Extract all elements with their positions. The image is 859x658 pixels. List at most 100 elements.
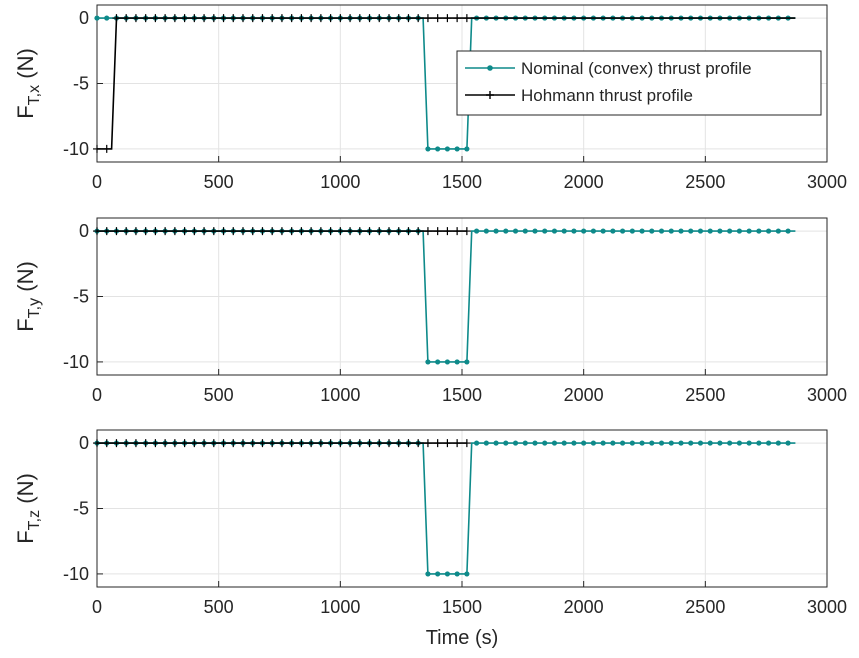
y-axis-label-unit: (N) [13, 473, 38, 510]
hohmann-data-point [131, 227, 140, 236]
y-tick-label: -5 [73, 287, 89, 307]
hohmann-data-point [336, 439, 345, 448]
hohmann-data-point [151, 439, 160, 448]
hohmann-data-point [180, 14, 189, 23]
hohmann-data-point [239, 14, 247, 23]
nominal-data-point [454, 146, 460, 152]
x-tick-label: 1000 [320, 597, 360, 617]
y-tick-label: 0 [79, 433, 89, 453]
y-tick-label: -5 [73, 499, 89, 519]
legend: Nominal (convex) thrust profile Hohmann t… [456, 50, 822, 116]
x-axis-label: Time (s) [426, 627, 499, 649]
hohmann-data-point [102, 227, 111, 236]
x-tick-label: 500 [204, 597, 234, 617]
hohmann-data-point [141, 439, 150, 448]
nominal-data-point [454, 359, 460, 365]
axes-frame [96, 429, 828, 588]
legend-nominal-marker [487, 65, 493, 71]
hohmann-data-point [355, 439, 364, 448]
hohmann-data-point [297, 227, 306, 236]
nominal-data-point [542, 440, 548, 446]
y-tick-label: -10 [63, 352, 89, 372]
y-axis-label-main: F [13, 318, 38, 331]
nominal-data-point [600, 228, 606, 234]
x-tick-label: 1500 [442, 172, 482, 192]
hohmann-data-point [277, 439, 286, 448]
hohmann-data-point [151, 14, 160, 23]
x-tick-label: 3000 [807, 385, 847, 405]
nominal-data-point [766, 228, 772, 234]
nominal-data-point [717, 440, 723, 446]
hohmann-data-point [102, 144, 111, 153]
hohmann-data-point [326, 439, 335, 448]
nominal-data-point [727, 228, 733, 234]
y-axis-label-subscript: T,x [26, 85, 43, 105]
y-axis-label: FT,y (N) [13, 261, 43, 332]
nominal-data-point [435, 571, 441, 577]
hohmann-data-point [151, 227, 160, 236]
subplot-t-z: 0 500 1000 1500 2000 2500 3000 0 -5 -10 FT,z (N) [13, 429, 847, 617]
nominal-data-point [503, 228, 509, 234]
nominal-data-point [444, 571, 450, 577]
nominal-data-point [785, 440, 791, 446]
hohmann-data-point [229, 14, 238, 23]
hohmann-data-point [268, 439, 277, 448]
nominal-data-point [512, 228, 519, 234]
hohmann-data-point [365, 14, 374, 23]
nominal-data-point [697, 440, 704, 446]
nominal-data-point [756, 440, 762, 446]
hohmann-data-point [93, 227, 101, 236]
y-tick-label: -5 [73, 74, 89, 94]
hohmann-data-point [180, 439, 189, 448]
hohmann-data-point [268, 227, 277, 236]
hohmann-data-point [297, 439, 306, 448]
hohmann-data-point [423, 439, 432, 448]
nominal-data-point [464, 571, 470, 577]
x-tick-label: 500 [204, 385, 234, 405]
nominal-data-point [688, 440, 694, 446]
hohmann-data-point [355, 227, 364, 236]
nominal-data-point [503, 440, 509, 446]
nominal-data-point [707, 440, 713, 446]
nominal-data-point [425, 146, 431, 152]
hohmann-data-point [268, 14, 277, 23]
x-tick-label: 1000 [320, 385, 360, 405]
hohmann-data-point [404, 227, 413, 236]
hohmann-data-point [209, 227, 218, 236]
axes-frame [96, 4, 828, 163]
nominal-data-point [610, 228, 616, 234]
legend-hohmann-marker [486, 91, 494, 99]
nominal-data-point [464, 359, 470, 365]
hohmann-data-point [414, 227, 423, 236]
hohmann-data-point [258, 227, 267, 236]
nominal-data-point [717, 228, 723, 234]
nominal-data-point [522, 440, 528, 446]
hohmann-data-point [170, 14, 179, 23]
hohmann-data-point [433, 14, 442, 23]
hohmann-data-point [200, 14, 209, 23]
hohmann-data-point [346, 14, 355, 23]
hohmann-data-point [229, 439, 238, 448]
hohmann-data-point [112, 14, 121, 23]
nominal-data-point [581, 440, 587, 446]
hohmann-data-point [336, 14, 345, 23]
nominal-data-point [483, 440, 489, 446]
hohmann-data-point [190, 227, 199, 236]
hohmann-data-point [161, 14, 170, 23]
x-tick-label: 2500 [685, 172, 725, 192]
hohmann-data-point [336, 227, 345, 236]
nominal-data-point [736, 228, 743, 234]
hohmann-data-point [141, 14, 150, 23]
nominal-data-point [590, 440, 597, 446]
nominal-data-point [697, 228, 704, 234]
hohmann-data-point [316, 439, 325, 448]
hohmann-data-point [122, 227, 131, 236]
nominal-data-point [561, 440, 567, 446]
nominal-data-point [464, 146, 470, 152]
hohmann-data-point [307, 227, 316, 236]
hohmann-data-point [93, 144, 101, 153]
hohmann-data-point [414, 14, 423, 23]
hohmann-data-point [307, 14, 316, 23]
hohmann-data-point [161, 227, 170, 236]
